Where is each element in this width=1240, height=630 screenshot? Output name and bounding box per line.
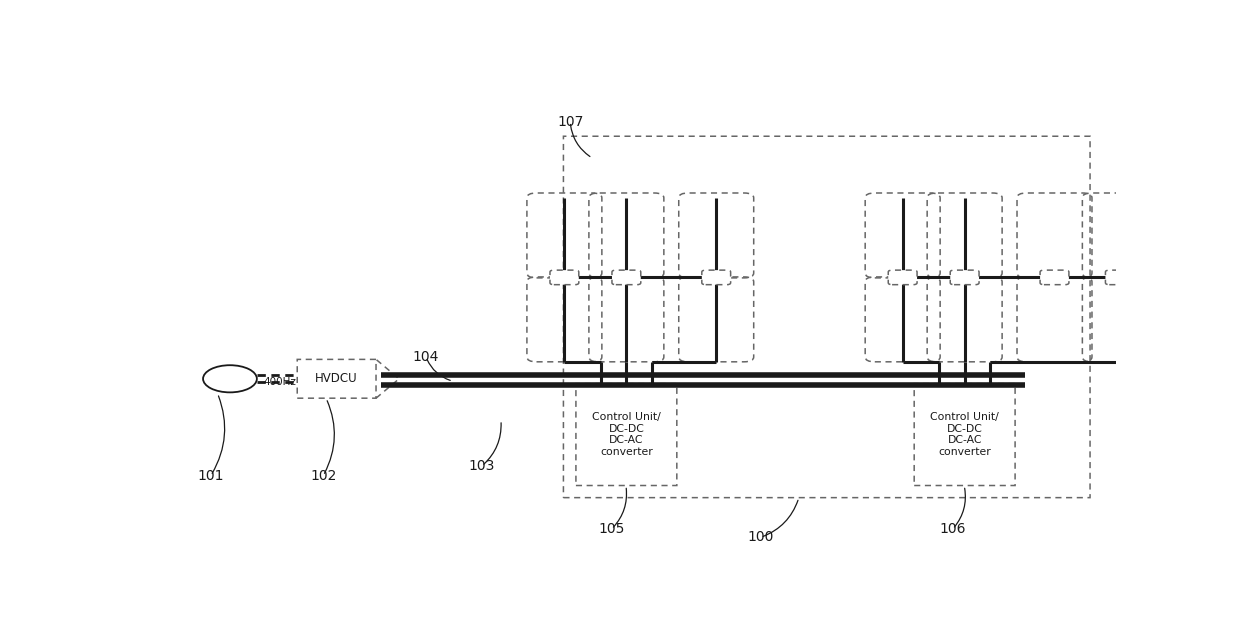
- Text: Control Unit/
DC-DC
DC-AC
converter: Control Unit/ DC-DC DC-AC converter: [930, 412, 999, 457]
- FancyBboxPatch shape: [551, 270, 579, 285]
- FancyBboxPatch shape: [1105, 270, 1135, 285]
- Text: 103: 103: [469, 459, 495, 473]
- Text: 106: 106: [940, 522, 966, 536]
- Circle shape: [203, 365, 257, 392]
- Text: 105: 105: [598, 522, 625, 536]
- Text: 101: 101: [197, 469, 224, 483]
- FancyBboxPatch shape: [613, 270, 641, 285]
- Text: 104: 104: [413, 350, 439, 364]
- Text: Control Unit/
DC-DC
DC-AC
converter: Control Unit/ DC-DC DC-AC converter: [591, 412, 661, 457]
- FancyBboxPatch shape: [950, 270, 980, 285]
- FancyBboxPatch shape: [702, 270, 730, 285]
- FancyBboxPatch shape: [888, 270, 918, 285]
- Text: 102: 102: [310, 469, 336, 483]
- Text: 400Hz: 400Hz: [264, 377, 296, 387]
- Text: 100: 100: [748, 530, 774, 544]
- FancyBboxPatch shape: [1040, 270, 1069, 285]
- Text: 107: 107: [557, 115, 583, 129]
- Text: HVDCU: HVDCU: [315, 372, 358, 386]
